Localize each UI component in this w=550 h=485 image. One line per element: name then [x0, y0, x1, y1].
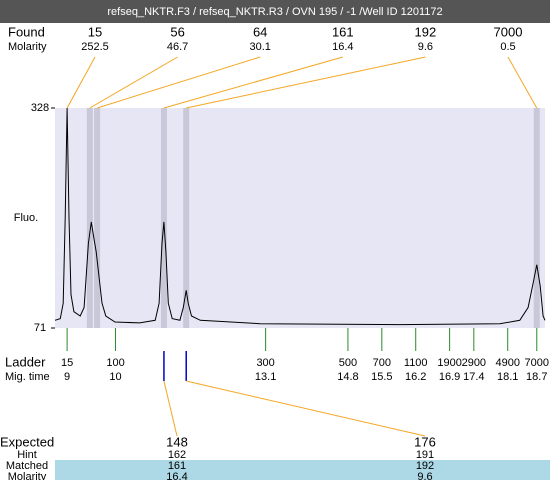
- ladder-time: 13.1: [255, 371, 276, 383]
- found-connector: [89, 56, 178, 109]
- found-label: Found: [8, 24, 45, 39]
- mig-time-label: Mig. time: [5, 371, 50, 383]
- ladder-size: 100: [106, 357, 124, 369]
- trace: [54, 107, 546, 326]
- ladder-time: 16.2: [405, 371, 426, 383]
- ladder-label: Ladder: [5, 354, 46, 369]
- hint-value: 191: [416, 449, 434, 461]
- ladder-size: 1100: [404, 357, 428, 369]
- ladder-size: 2900: [462, 357, 486, 369]
- molarity-label: Molarity: [8, 471, 47, 480]
- peak-band: [94, 108, 101, 328]
- y-label: Fluo.: [14, 212, 38, 224]
- ladder-size: 4900: [495, 357, 519, 369]
- title-bar: [0, 0, 550, 23]
- matched-label: Matched: [6, 460, 48, 472]
- found-size: 56: [170, 24, 184, 39]
- peak-band: [86, 108, 93, 328]
- found-molarity: 0.5: [500, 41, 515, 53]
- ladder-size: 7000: [525, 357, 549, 369]
- peak-band: [183, 108, 190, 328]
- found-molarity: 46.7: [167, 41, 188, 53]
- found-molarity: 16.4: [332, 41, 353, 53]
- hint-value: 162: [168, 449, 186, 461]
- found-size: 64: [253, 24, 267, 39]
- found-molarity: 252.5: [81, 41, 109, 53]
- found-molarity: 30.1: [249, 41, 270, 53]
- found-size: 7000: [494, 24, 523, 39]
- found-size: 161: [332, 24, 354, 39]
- ladder-size: 15: [61, 357, 73, 369]
- ladder-time: 14.8: [337, 371, 358, 383]
- title: refseq_NKTR.F3 / refseq_NKTR.R3 / OVN 19…: [107, 6, 442, 18]
- found-size: 15: [88, 24, 102, 39]
- ladder-time: 18.7: [526, 371, 547, 383]
- plot-area: [55, 108, 545, 328]
- ladder-time: 17.4: [463, 371, 484, 383]
- matched-value: 192: [416, 460, 434, 472]
- ladder-time: 16.9: [439, 371, 460, 383]
- ladder-time: 10: [109, 371, 121, 383]
- peak-band: [533, 108, 540, 328]
- peak-band: [160, 108, 167, 328]
- ladder-time: 15.5: [371, 371, 392, 383]
- matched-bg: [55, 460, 550, 480]
- y-tick-label: 328: [31, 102, 49, 114]
- found-size: 192: [415, 24, 437, 39]
- found-connector: [96, 56, 261, 109]
- expected-connector: [163, 380, 178, 437]
- ladder-size: 300: [256, 357, 274, 369]
- found-molarity: 9.6: [418, 41, 433, 53]
- matched-value: 161: [168, 460, 186, 472]
- found-connector: [507, 56, 538, 109]
- ladder-size: 500: [339, 357, 357, 369]
- matched-molarity: 16.4: [166, 471, 187, 480]
- y-tick-label: 71: [34, 322, 46, 334]
- found-connector: [66, 56, 96, 109]
- matched-molarity: 9.6: [417, 471, 432, 480]
- expected-size: 148: [166, 434, 188, 449]
- ladder-time: 9: [64, 371, 70, 383]
- found-connector: [163, 56, 343, 109]
- molarity-label: Molarity: [8, 41, 47, 53]
- expected-label: Expected: [0, 434, 54, 449]
- found-connector: [186, 56, 426, 109]
- expected-size: 176: [414, 434, 436, 449]
- ladder-size: 700: [373, 357, 391, 369]
- expected-connector: [186, 380, 426, 437]
- hint-label: Hint: [17, 449, 37, 461]
- ladder-time: 18.1: [497, 371, 518, 383]
- ladder-size: 1900: [437, 357, 461, 369]
